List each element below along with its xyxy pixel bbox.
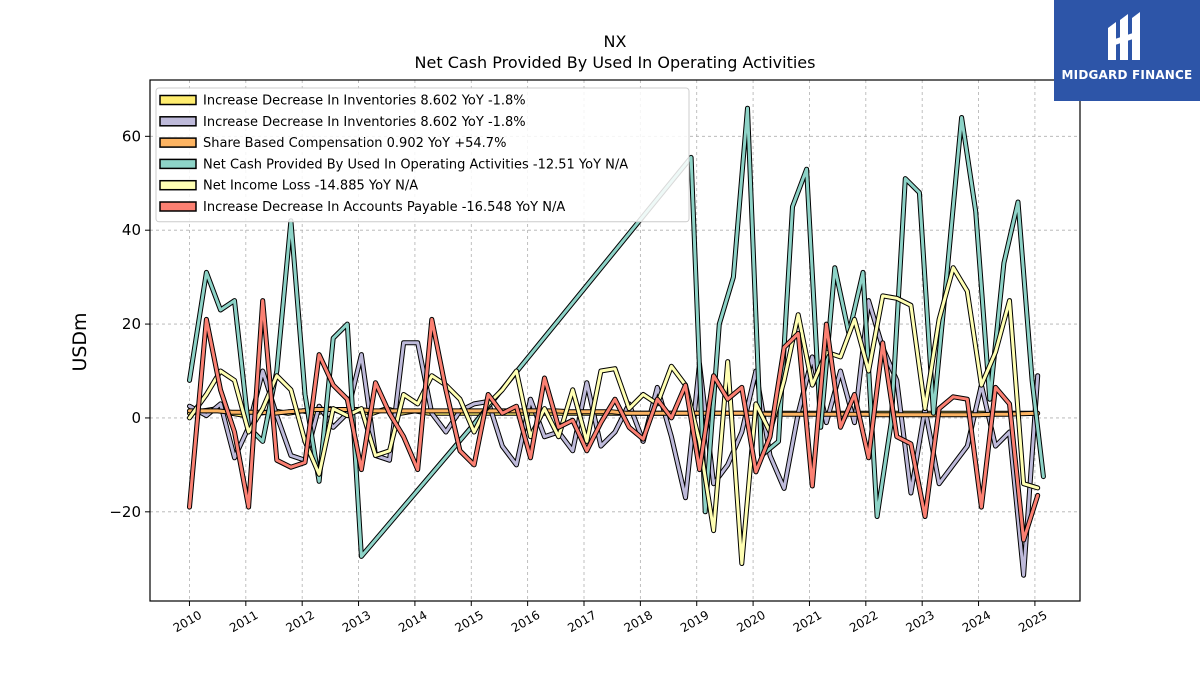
legend-entry: Increase Decrease In Accounts Payable -1… (203, 200, 565, 215)
y-tick-label: 60 (122, 127, 141, 145)
series-outline-1 (187, 298, 1041, 578)
legend-entry: Net Cash Provided By Used In Operating A… (203, 157, 628, 172)
y-tick-label: 40 (122, 221, 141, 239)
x-tick-label: 2021 (791, 608, 824, 635)
legend-swatch (159, 158, 197, 170)
y-tick-label: 0 (131, 409, 141, 427)
legend-swatch (159, 179, 197, 191)
legend-entry: Increase Decrease In Inventories 8.602 Y… (203, 115, 526, 130)
brand-logo: MIDGARD FINANCE (1054, 0, 1200, 101)
x-tick-label: 2015 (453, 608, 486, 635)
x-tick-label: 2017 (565, 608, 598, 635)
legend-entry: Share Based Compensation 0.902 YoY +54.7… (203, 136, 506, 151)
x-tick-label: 2022 (847, 608, 880, 635)
legend-entry: Increase Decrease In Inventories 8.602 Y… (203, 94, 526, 109)
x-tick-label: 2010 (171, 608, 204, 635)
series-line-1 (188, 299, 1040, 577)
y-axis-label: USDm (69, 312, 91, 371)
midgard-logo-icon (1108, 12, 1140, 60)
chart-title: NX (604, 32, 627, 51)
x-tick-label: 2025 (1016, 608, 1049, 635)
legend-swatch (159, 94, 197, 106)
legend-swatch (159, 116, 197, 127)
legend-swatch (159, 137, 197, 148)
x-tick-label: 2018 (622, 608, 655, 635)
x-tick-label: 2023 (903, 608, 936, 635)
x-tick-label: 2020 (734, 608, 767, 635)
x-tick-label: 2013 (340, 608, 373, 635)
series-line-5 (188, 299, 1040, 542)
x-tick-label: 2024 (960, 608, 993, 635)
chart-subtitle: Net Cash Provided By Used In Operating A… (415, 53, 816, 72)
logo-text: MIDGARD FINANCE (1061, 68, 1193, 82)
y-tick-label: −20 (109, 503, 141, 521)
x-tick-label: 2011 (227, 608, 260, 635)
y-tick-label: 20 (122, 315, 141, 333)
legend-box (155, 87, 690, 223)
series-lines (187, 105, 1046, 578)
legend-swatch (159, 201, 197, 212)
legend-entry: Net Income Loss -14.885 YoY N/A (203, 179, 418, 194)
plot-frame (149, 79, 1081, 602)
x-tick-label: 2014 (396, 608, 429, 635)
x-tick-label: 2012 (283, 608, 316, 635)
legend: Increase Decrease In Inventories 8.602 Y… (155, 87, 690, 223)
x-tick-label: 2016 (509, 608, 542, 635)
x-tick-label: 2019 (678, 608, 711, 635)
series-line-4 (188, 266, 1040, 565)
series-line-3 (188, 106, 1045, 558)
